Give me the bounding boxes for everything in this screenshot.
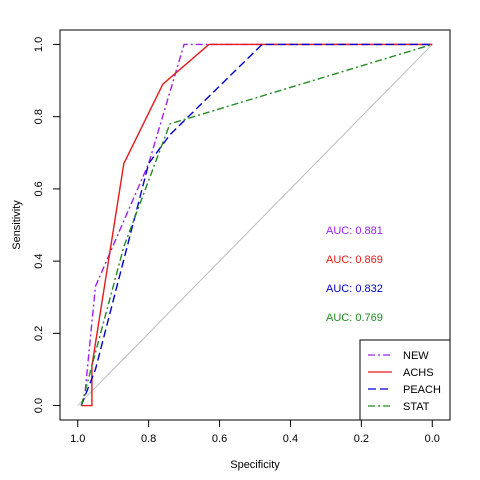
legend-label-achs: ACHS [403,367,434,379]
series-line-stat [80,43,433,406]
y-tick-label: 0.6 [33,181,45,196]
x-tick-label: 0.6 [212,433,227,445]
diagonal-reference-line [77,44,433,406]
auc-label-peach: AUC: 0.832 [326,283,383,295]
x-axis-label: Specificity [230,459,280,471]
legend-label-peach: PEACH [403,384,441,396]
x-tick-label: 0.2 [354,433,369,445]
legend-label-new: NEW [403,350,429,362]
legend: NEW ACHS PEACH STAT [359,339,451,421]
legend-box [359,339,451,421]
x-tick-label: 0.4 [283,433,298,445]
series-line-achs [81,43,433,407]
series-layer [80,43,433,407]
y-tick-label: 0.4 [33,253,45,268]
auc-annotations: AUC: 0.881 AUC: 0.869 AUC: 0.832 AUC: 0.769 [326,225,383,324]
y-axis-label: Sensitivity [11,200,23,250]
y-tick-label: 1.0 [33,37,45,52]
reference-layer [77,44,433,406]
x-tick-label: 0.0 [425,433,440,445]
x-tick-label: 0.8 [141,433,156,445]
auc-label-stat: AUC: 0.769 [326,312,383,324]
y-tick-label: 0.8 [33,109,45,124]
y-axis: 0.0 0.2 0.4 0.6 0.8 1.0 [33,37,61,413]
x-axis: 1.0 0.8 0.6 0.4 0.2 0.0 [70,419,440,445]
y-tick-label: 0.0 [33,398,45,413]
x-tick-label: 1.0 [70,433,85,445]
legend-label-stat: STAT [403,401,430,413]
y-tick-label: 0.2 [33,326,45,341]
auc-label-new: AUC: 0.881 [326,225,383,237]
series-line-peach [80,43,433,406]
auc-label-achs: AUC: 0.869 [326,254,383,266]
